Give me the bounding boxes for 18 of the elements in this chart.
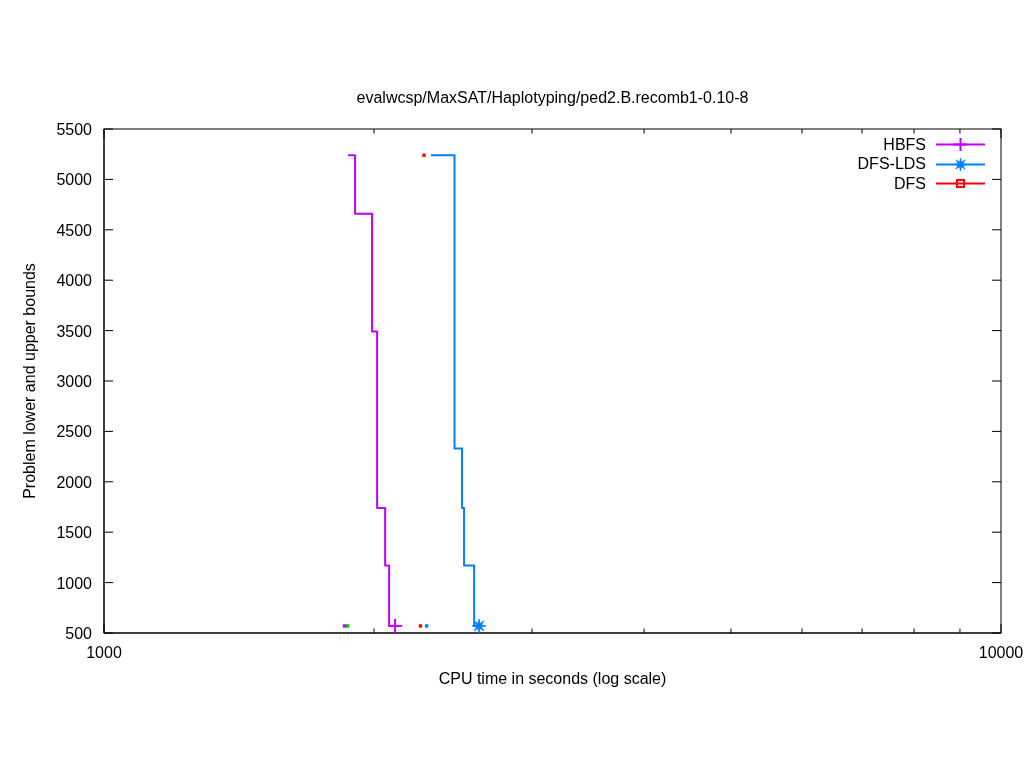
y-tick-label: 3000 (56, 373, 93, 390)
x-axis-title: CPU time in seconds (log scale) (437, 670, 668, 688)
y-tick-label: 2500 (56, 423, 93, 441)
y-tick-label: 4000 (56, 272, 93, 290)
y-axis-title: Problem lower and upper bounds (21, 262, 39, 501)
y-tick-label: 5500 (56, 121, 93, 138)
y-tick-label: 4500 (56, 221, 93, 239)
x-tick-label: 10000 (978, 644, 1024, 661)
y-tick-label: 5000 (56, 171, 93, 189)
y-tick-label: 2000 (56, 473, 93, 491)
chart-title: evalwcsp/MaxSAT/Haplotyping/ped2.B.recomb1-0.10-8 (355, 89, 750, 107)
y-tick-label: 1000 (56, 574, 93, 592)
legend-label: DFS-LDS (857, 155, 926, 174)
y-tick-label: 1500 (56, 524, 93, 542)
legend-label: DFS (894, 174, 926, 193)
y-tick-label: 500 (65, 625, 93, 642)
y-tick-label: 3500 (56, 322, 93, 340)
legend-label: HBFS (883, 135, 926, 154)
